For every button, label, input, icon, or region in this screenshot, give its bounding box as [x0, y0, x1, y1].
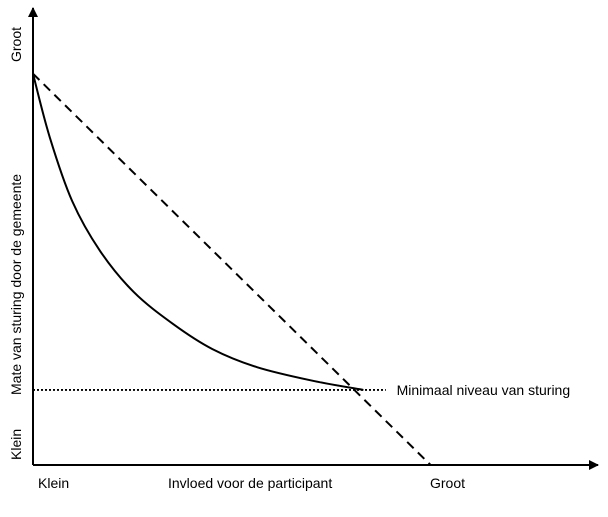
series-line-solid [32, 73, 364, 391]
y-tick-low: Klein [8, 429, 24, 460]
y-tick-high: Groot [8, 27, 24, 62]
series-layer [32, 72, 432, 466]
x-tick-low: Klein [38, 475, 69, 491]
series-line-dashed [32, 72, 432, 466]
y-axis-label: Mate van sturing door de gemeente [8, 174, 24, 395]
x-tick-high: Groot [430, 475, 465, 491]
x-axis-label: Invloed voor de participant [168, 475, 332, 491]
annotation-minimum-level: Minimaal niveau van sturing [397, 382, 571, 398]
